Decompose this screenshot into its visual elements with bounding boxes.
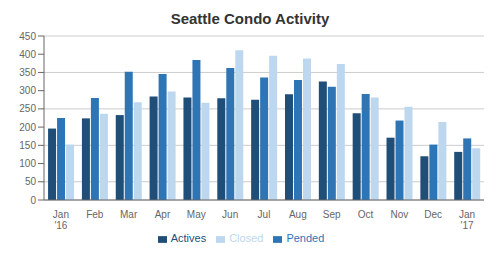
- svg-text:Jan'16: Jan'16: [53, 209, 69, 231]
- svg-text:Jul: Jul: [258, 209, 271, 220]
- svg-text:450: 450: [19, 31, 36, 42]
- svg-text:200: 200: [19, 122, 36, 133]
- svg-text:150: 150: [19, 140, 36, 151]
- svg-text:100: 100: [19, 158, 36, 169]
- svg-text:Dec: Dec: [424, 209, 442, 220]
- html-text:Pended: Pended: [286, 232, 325, 244]
- svg-text:Feb: Feb: [86, 209, 104, 220]
- svg-text:Jun: Jun: [222, 209, 238, 220]
- svg-text:400: 400: [19, 49, 36, 60]
- svg-text:0: 0: [30, 195, 36, 206]
- html-text:Seattle Condo Activity: Seattle Condo Activity: [170, 10, 330, 27]
- svg-text:300: 300: [19, 85, 36, 96]
- svg-text:Nov: Nov: [390, 209, 408, 220]
- svg-text:50: 50: [25, 176, 37, 187]
- html-text:Closed: Closed: [229, 232, 264, 244]
- html-text:Actives: Actives: [170, 232, 207, 244]
- svg-text:350: 350: [19, 67, 36, 78]
- svg-text:Aug: Aug: [289, 209, 307, 220]
- svg-text:Mar: Mar: [120, 209, 138, 220]
- svg-text:Jan'17: Jan'17: [459, 209, 475, 231]
- svg-text:May: May: [187, 209, 206, 220]
- svg-text:Sep: Sep: [323, 209, 341, 220]
- svg-text:Apr: Apr: [155, 209, 171, 220]
- svg-text:250: 250: [19, 103, 36, 114]
- svg-text:Oct: Oct: [358, 209, 374, 220]
